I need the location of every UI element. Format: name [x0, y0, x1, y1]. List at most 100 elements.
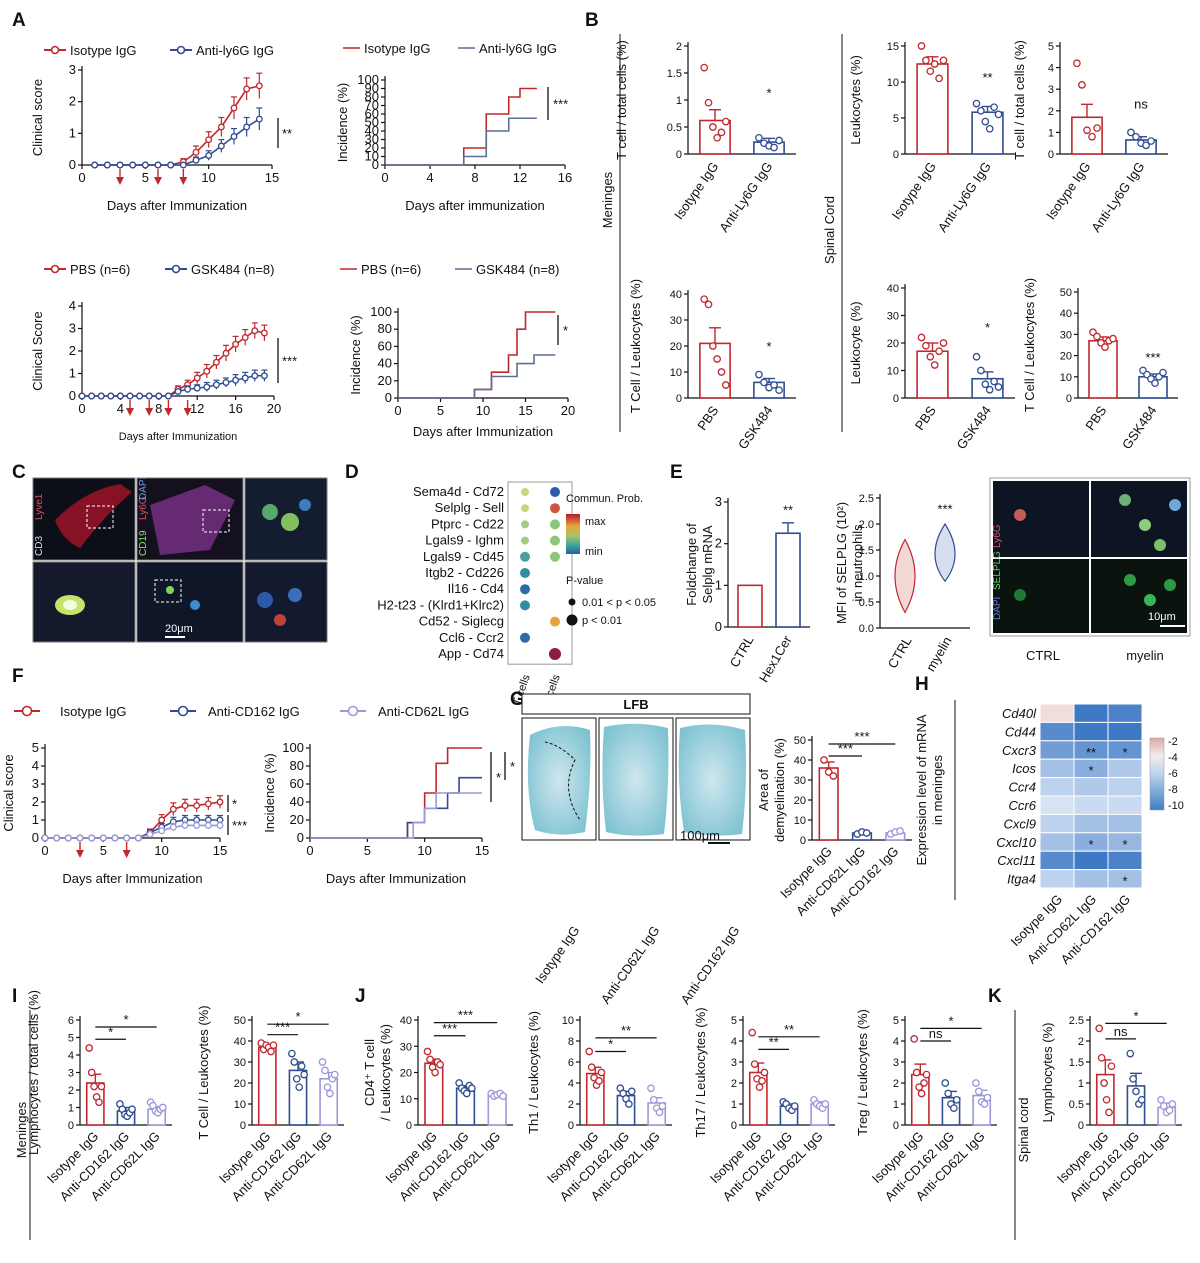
legend-f-cd62l: Anti-CD62L IgG [378, 704, 469, 719]
heatmap-row-label: Cd44 [1005, 724, 1036, 739]
panel-label-h: H [915, 674, 929, 695]
x-tick-label: 12 [513, 170, 527, 185]
y-tick-label: 0 [69, 157, 76, 172]
data-point [994, 383, 1003, 391]
data-point [760, 1068, 769, 1077]
injection-arrow [76, 850, 84, 858]
data-point [462, 1089, 471, 1098]
data-point [217, 123, 225, 131]
x-tick-label: 5 [100, 843, 107, 858]
dotplot-dot [521, 536, 529, 545]
dotplot-legend-min: min [585, 546, 603, 558]
y-tick-label: 1 [32, 812, 39, 827]
panel-label-g: G [510, 689, 525, 710]
heatmap-scale-label: -10 [1168, 800, 1184, 812]
data-point [915, 1083, 923, 1092]
chart-a-clinical-score: 0 1 2 3 0 5 10 15 Days after Immunization Clinica… [30, 62, 292, 213]
data-point [1073, 59, 1081, 68]
dotplot-dot [550, 519, 560, 530]
data-point [88, 392, 96, 400]
y-tick-label: 0 [715, 619, 722, 634]
series-line [45, 819, 220, 839]
data-point [983, 1093, 992, 1102]
y-tick-label: 100 [282, 740, 304, 755]
incidence-step [385, 87, 537, 166]
data-point [1088, 132, 1096, 141]
heatmap-cell [1073, 703, 1109, 723]
y-tick-label: 4 [1048, 63, 1054, 75]
data-point [212, 381, 220, 389]
heatmap-row-label: Icos [1012, 761, 1036, 776]
data-point [99, 834, 107, 842]
y-tick-label: 3 [69, 62, 76, 77]
incidence-step [385, 117, 537, 166]
data-point [288, 1049, 296, 1058]
dotplot-row-label: Ccl6 - Ccr2 [439, 630, 504, 645]
dotplot-dot [550, 616, 560, 627]
sig-label: * [496, 770, 501, 785]
y-tick-label: 1.5 [859, 545, 874, 557]
x-tick-label: GSK484 [953, 403, 993, 452]
x-tick-label: 4 [117, 401, 124, 416]
sig-label: *** [854, 729, 869, 744]
y-tick-label: 40 [290, 794, 304, 809]
x-tick-label: 10 [154, 843, 168, 858]
y-tick-label: 0 [893, 149, 899, 161]
heatmap-cell [1107, 795, 1143, 815]
y-tick-label: 0 [731, 1120, 737, 1132]
data-point [260, 372, 268, 380]
data-point [164, 392, 172, 400]
sig-label: * [608, 1037, 613, 1052]
y-tick-label: 50 [794, 735, 806, 747]
dotplot-row-label: Lgals9 - Ighm [425, 533, 504, 548]
y-tick-label: 60 [290, 776, 304, 791]
dotplot-dot [520, 551, 530, 562]
heatmap-y-label: in meninges [930, 754, 945, 825]
data-point [829, 772, 838, 780]
data-point [700, 63, 709, 72]
data-point [790, 1102, 799, 1110]
data-point [431, 1068, 439, 1077]
y-tick-label: 30 [234, 1057, 246, 1069]
bar [916, 350, 949, 399]
data-point [1159, 1102, 1168, 1110]
data-point [775, 386, 783, 395]
y-tick-label: 5 [32, 740, 39, 755]
data-point [141, 161, 149, 169]
sig-label: *** [1145, 350, 1160, 365]
y-tick-label: 5 [68, 1033, 74, 1045]
legend-a-bottom: PBS (n=6) GSK484 (n=8) PBS (n=6) GSK484 … [44, 262, 559, 277]
heatmap-cell [1039, 813, 1075, 834]
c-scalebar: 20μm [165, 623, 193, 635]
data-point [972, 99, 981, 108]
data-point [1105, 1108, 1113, 1117]
dotplot-dot [521, 488, 529, 496]
sig-label: ** [621, 1023, 631, 1038]
data-point [205, 152, 213, 159]
e-image [1091, 559, 1187, 633]
dotplot-dot [521, 504, 529, 513]
heatmap-cell [1107, 703, 1143, 723]
data-point [251, 372, 259, 380]
heatmap-scale-label: -8 [1168, 784, 1178, 796]
y-tick-label: 4 [69, 298, 76, 313]
y-tick-label: 0.0 [859, 623, 874, 635]
data-point [203, 383, 211, 391]
data-point [1129, 1074, 1137, 1083]
sig-label: * [1133, 1008, 1138, 1023]
heatmap-star: * [1122, 745, 1127, 760]
panel-g: LFB 100μm Isotype IgG Anti-CD62L IgG Ant… [521, 693, 912, 1007]
y-axis-label: Leukocyte (%) [848, 301, 863, 384]
y-tick-label: 1 [676, 95, 682, 107]
data-point [944, 1089, 952, 1098]
x-tick-label: Isotype IgG [889, 159, 939, 222]
heatmap-cell [1073, 795, 1109, 815]
y-axis-label: T Cell / Leukocytes (%) [1022, 278, 1037, 412]
data-point [981, 117, 990, 126]
